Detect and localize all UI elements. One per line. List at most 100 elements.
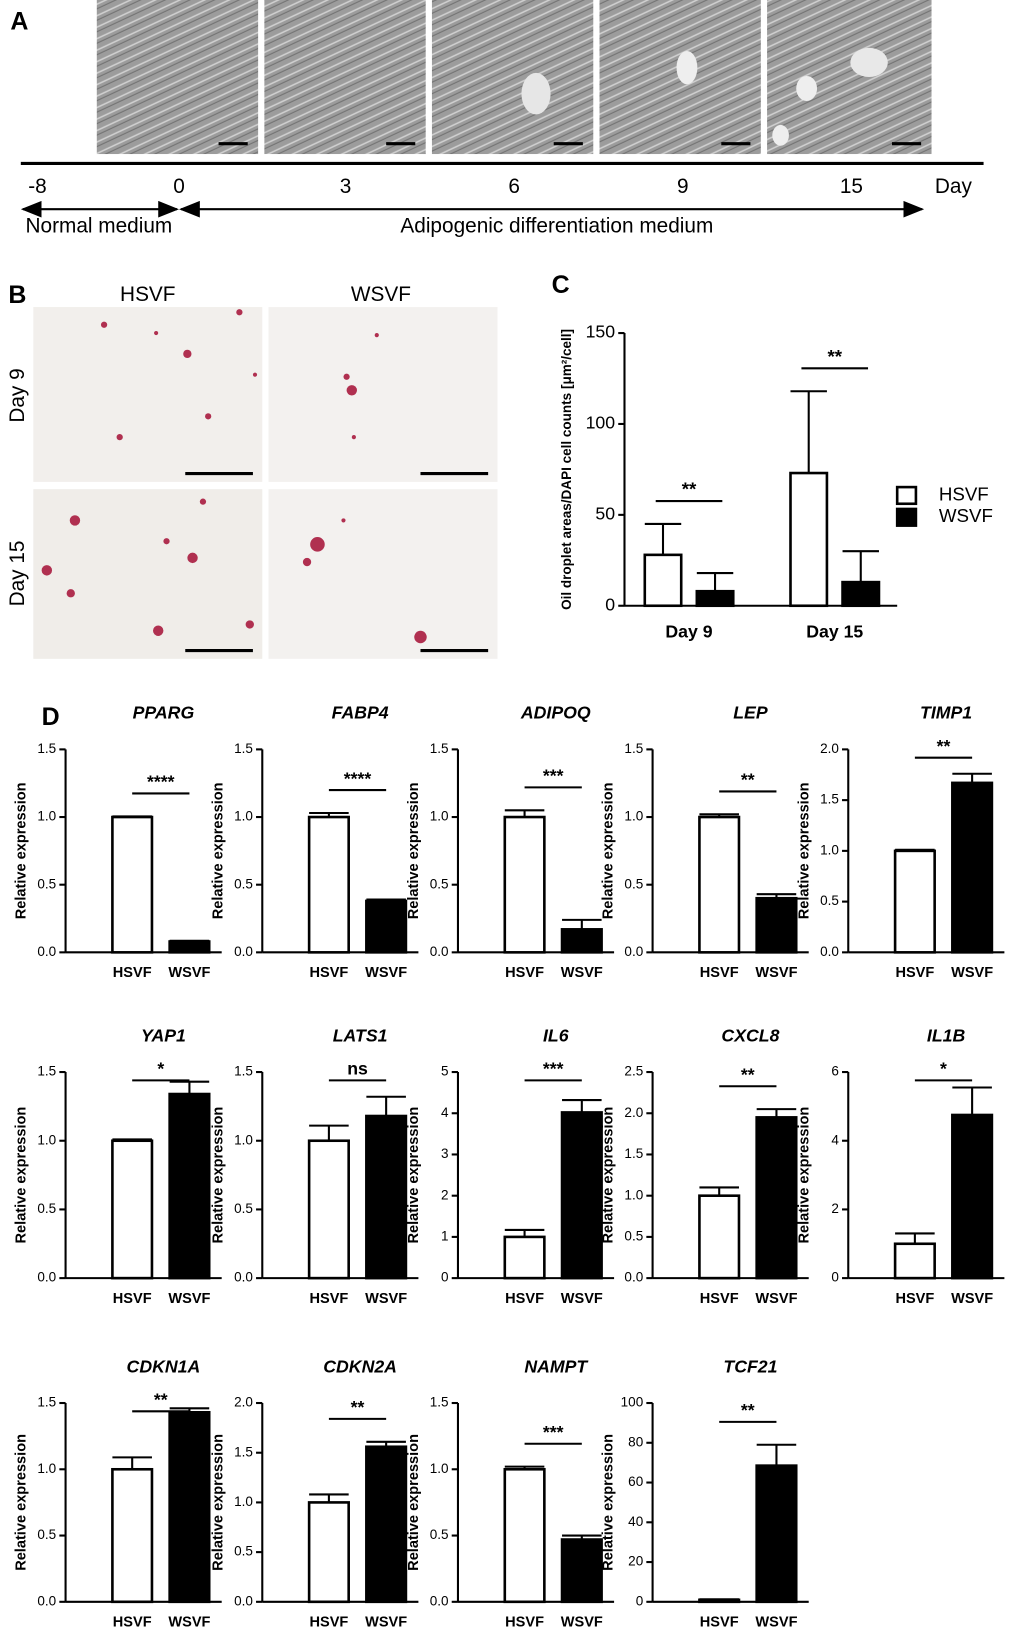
y-axis-label: Relative expression — [406, 1434, 422, 1571]
bar — [111, 1139, 154, 1280]
y-tick-label: 1.0 — [234, 1132, 253, 1147]
x-tick-label: WSVF — [365, 1291, 407, 1307]
x-tick-label: HSVF — [505, 965, 544, 981]
y-tick-label: 2 — [441, 1187, 449, 1202]
y-axis-label: Relative expression — [210, 782, 226, 919]
chart-title: IL1B — [927, 1025, 966, 1045]
bar — [168, 1410, 211, 1604]
y-tick-label: 1.0 — [624, 1187, 643, 1202]
y-axis-label: Relative expression — [14, 1434, 30, 1571]
bar — [503, 1235, 546, 1280]
y-axis-label: Relative expression — [796, 1107, 812, 1244]
chart-title: TCF21 — [723, 1356, 777, 1376]
legend-label: WSVF — [939, 505, 993, 526]
y-tick-label: 1 — [441, 1228, 449, 1243]
bar — [755, 896, 798, 954]
significance-label: **** — [344, 768, 372, 788]
significance-label: ** — [154, 1390, 168, 1410]
legend-swatch — [895, 485, 918, 506]
chart-title: FABP4 — [332, 703, 389, 723]
lipid-cell — [772, 124, 789, 146]
significance-label: ** — [682, 479, 697, 500]
x-tick-label: HSVF — [700, 965, 739, 981]
x-tick-label: WSVF — [365, 1614, 407, 1630]
y-axis-label: Relative expression — [796, 782, 812, 919]
x-tick-label: WSVF — [755, 1614, 797, 1630]
bar — [841, 580, 881, 608]
x-tick-label: WSVF — [168, 1614, 210, 1630]
significance-label: ** — [351, 1397, 365, 1417]
y-tick-label: 1.5 — [234, 1444, 253, 1459]
panel-label: C — [552, 271, 570, 299]
y-tick-label: 1.0 — [37, 809, 56, 824]
bar — [307, 1501, 350, 1604]
y-tick-label: 1.5 — [430, 1395, 449, 1410]
bar — [560, 1538, 603, 1604]
x-tick-label: HSVF — [309, 1614, 348, 1630]
y-axis-label: Relative expression — [14, 782, 30, 919]
day-label: 9 — [677, 175, 689, 198]
y-tick-label: 150 — [586, 322, 616, 342]
legend-label: HSVF — [939, 483, 989, 504]
x-tick-label: HSVF — [113, 1614, 152, 1630]
bar — [560, 928, 603, 954]
y-tick-label: 0.0 — [234, 944, 253, 959]
significance-label: *** — [543, 766, 564, 786]
x-tick-label: HSVF — [895, 1291, 934, 1307]
bar — [755, 1116, 798, 1280]
chart-title: CDKN1A — [127, 1356, 201, 1376]
bar — [503, 815, 546, 954]
y-tick-label: 0 — [636, 1593, 644, 1608]
panel-label: B — [8, 281, 26, 309]
y-tick-label: 0.5 — [820, 893, 839, 908]
y-tick-label: 1.5 — [234, 741, 253, 756]
day-label: 15 — [840, 175, 863, 198]
y-tick-label: 100 — [621, 1395, 644, 1410]
bar — [695, 589, 735, 608]
y-tick-label: 1.0 — [37, 1132, 56, 1147]
y-tick-label: 0.5 — [234, 1544, 253, 1559]
bar — [365, 1445, 408, 1604]
panel-label: A — [10, 7, 28, 35]
x-tick-label: Day 9 — [665, 621, 712, 641]
y-tick-label: 0 — [441, 1270, 449, 1285]
y-tick-label: 0.5 — [37, 1527, 56, 1542]
x-tick-label: HSVF — [895, 965, 934, 981]
y-tick-label: 0.5 — [624, 1228, 643, 1243]
significance-label: * — [157, 1059, 164, 1079]
significance-label: ** — [741, 770, 755, 790]
column-label: WSVF — [351, 283, 411, 306]
x-tick-label: WSVF — [951, 965, 993, 981]
y-axis-label: Relative expression — [601, 1434, 617, 1571]
x-tick-label: WSVF — [951, 1291, 993, 1307]
bar — [111, 1467, 154, 1604]
y-axis-label: Relative expression — [14, 1107, 30, 1244]
y-axis-label: Relative expression — [210, 1434, 226, 1571]
y-tick-label: 1.0 — [820, 842, 839, 857]
x-tick-label: WSVF — [755, 1291, 797, 1307]
bar — [168, 940, 211, 954]
significance-label: *** — [543, 1059, 564, 1079]
y-tick-label: 1.5 — [430, 741, 449, 756]
y-tick-label: 1.0 — [430, 1461, 449, 1476]
y-tick-label: 1.0 — [234, 1494, 253, 1509]
chart-title: LATS1 — [333, 1025, 388, 1045]
y-tick-label: 0.0 — [430, 1593, 449, 1608]
y-tick-label: 0.0 — [820, 944, 839, 959]
bar — [560, 1111, 603, 1280]
y-tick-label: 50 — [595, 504, 615, 524]
stain-image — [33, 489, 263, 659]
y-tick-label: 4 — [441, 1105, 449, 1120]
y-axis-label: Relative expression — [601, 1107, 617, 1244]
bar — [789, 471, 829, 608]
bar — [365, 1114, 408, 1280]
significance-label: ** — [741, 1400, 755, 1420]
lipid-cell — [850, 47, 888, 78]
micrograph — [767, 0, 932, 155]
y-tick-label: 0.5 — [234, 876, 253, 891]
x-tick-label: WSVF — [561, 1291, 603, 1307]
x-tick-label: HSVF — [309, 1291, 348, 1307]
micrograph — [96, 0, 259, 155]
lipid-cell — [796, 75, 818, 101]
